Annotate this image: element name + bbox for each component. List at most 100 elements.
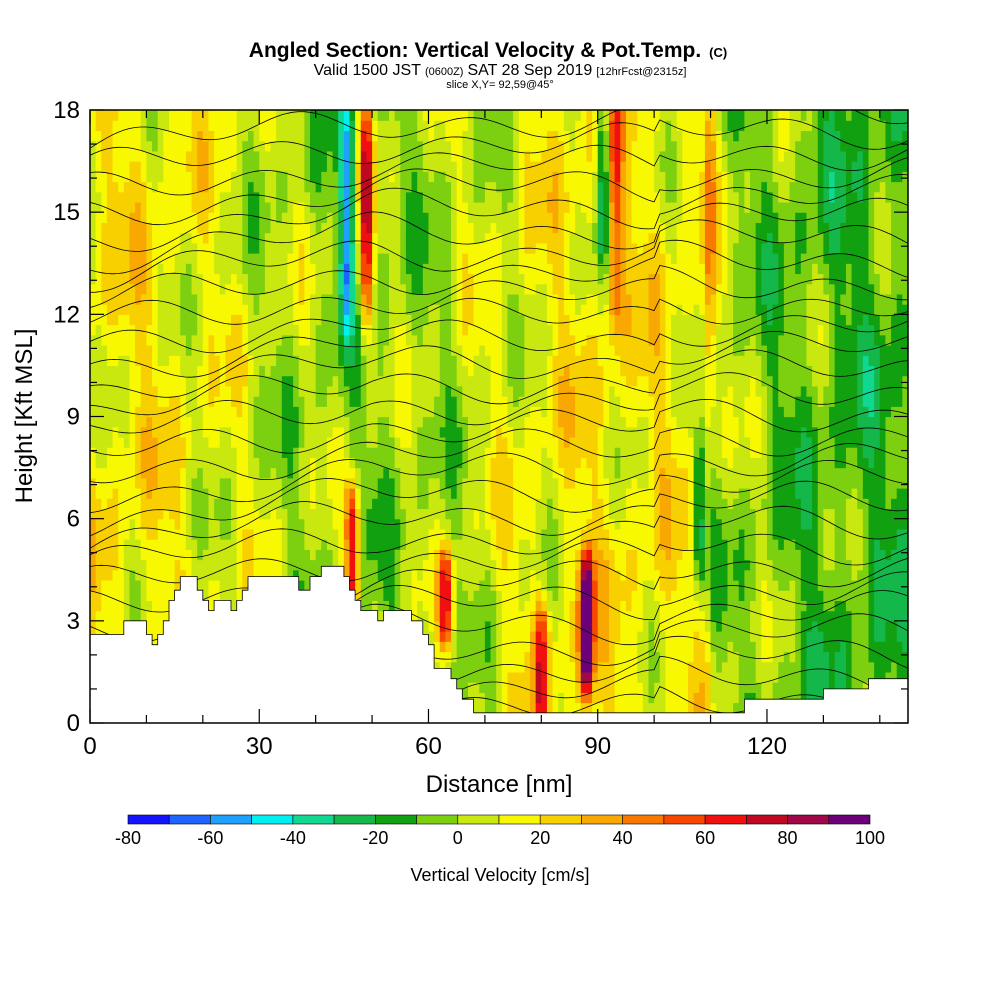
velocity-cell <box>552 569 559 581</box>
velocity-cell <box>388 181 396 193</box>
velocity-cell <box>281 385 289 397</box>
velocity-cell <box>411 232 418 244</box>
velocity-cell <box>157 253 164 264</box>
velocity-cell <box>445 365 452 377</box>
velocity-cell <box>135 273 142 285</box>
velocity-cell <box>530 171 537 183</box>
velocity-cell <box>106 426 114 438</box>
velocity-cell <box>236 375 243 387</box>
velocity-cell <box>293 140 300 152</box>
velocity-cell <box>343 293 351 305</box>
velocity-cell <box>298 120 305 132</box>
velocity-cell <box>530 610 537 622</box>
velocity-cell <box>355 518 362 530</box>
velocity-cell <box>163 304 170 315</box>
velocity-cell <box>484 590 492 601</box>
velocity-cell <box>439 518 447 530</box>
velocity-cell <box>106 477 114 489</box>
velocity-cell <box>135 201 142 213</box>
velocity-cell <box>152 232 159 244</box>
velocity-cell <box>467 365 475 377</box>
velocity-cell <box>112 293 119 305</box>
velocity-cell <box>152 488 159 499</box>
velocity-cell <box>507 702 514 714</box>
velocity-cell <box>208 365 215 377</box>
velocity-cell <box>180 242 187 254</box>
velocity-cell <box>123 110 131 121</box>
velocity-cell <box>106 120 114 132</box>
velocity-cell <box>281 569 289 581</box>
velocity-cell <box>513 191 520 203</box>
velocity-cell <box>355 569 362 581</box>
velocity-cell <box>259 426 266 438</box>
velocity-cell <box>298 263 305 275</box>
velocity-cell <box>496 140 503 152</box>
velocity-cell <box>496 559 503 571</box>
velocity-cell <box>513 253 520 264</box>
velocity-cell <box>219 130 226 142</box>
velocity-cell <box>383 385 390 397</box>
velocity-cell <box>135 222 142 234</box>
velocity-cell <box>146 498 153 510</box>
velocity-cell <box>191 293 198 305</box>
velocity-cell <box>225 242 232 254</box>
velocity-cell <box>490 385 497 397</box>
velocity-cell <box>321 283 328 295</box>
velocity-cell <box>524 671 531 683</box>
velocity-cell <box>518 344 525 356</box>
velocity-cell <box>202 508 210 520</box>
velocity-cell <box>507 375 514 387</box>
subtitle-forecast: [12hrFcst@2315z] <box>596 66 686 78</box>
velocity-cell <box>496 682 503 693</box>
velocity-cell <box>208 579 215 591</box>
velocity-cell <box>332 253 339 264</box>
velocity-cell <box>546 222 554 234</box>
velocity-cell <box>360 549 368 561</box>
velocity-cell <box>518 314 525 326</box>
velocity-cell <box>524 682 531 693</box>
velocity-cell <box>287 467 294 479</box>
velocity-cell <box>490 579 497 591</box>
velocity-cell <box>112 436 119 448</box>
velocity-cell <box>276 171 283 183</box>
velocity-cell <box>456 406 463 418</box>
velocity-cell <box>479 671 486 683</box>
velocity-cell <box>405 253 413 264</box>
velocity-cell <box>388 447 396 458</box>
velocity-cell <box>287 150 294 162</box>
velocity-cell <box>118 406 125 418</box>
velocity-cell <box>428 426 435 438</box>
velocity-cell <box>247 130 255 142</box>
velocity-cell <box>490 610 497 622</box>
velocity-cell <box>326 375 334 387</box>
velocity-cell <box>349 263 356 275</box>
velocity-cell <box>473 385 480 397</box>
velocity-cell <box>552 406 559 418</box>
velocity-cell <box>434 283 441 295</box>
velocity-cell <box>405 334 413 346</box>
velocity-cell <box>332 283 339 295</box>
velocity-cell <box>118 150 125 162</box>
velocity-cell <box>90 559 97 571</box>
velocity-cell <box>202 375 210 387</box>
velocity-cell <box>118 355 125 367</box>
velocity-cell <box>287 120 294 132</box>
velocity-cell <box>197 549 204 561</box>
velocity-cell <box>417 375 424 387</box>
velocity-cell <box>377 334 384 346</box>
velocity-cell <box>185 416 193 428</box>
velocity-cell <box>163 242 170 254</box>
velocity-cell <box>90 120 97 132</box>
velocity-cell <box>552 671 559 683</box>
velocity-cell <box>552 436 559 448</box>
velocity-cell <box>106 620 114 632</box>
velocity-cell <box>146 242 153 254</box>
velocity-cell <box>388 365 396 377</box>
velocity-cell <box>315 283 322 295</box>
velocity-cell <box>388 171 396 183</box>
velocity-cell <box>247 191 255 203</box>
velocity-cell <box>168 426 176 438</box>
velocity-cell <box>231 579 238 591</box>
velocity-cell <box>513 661 520 673</box>
velocity-cell <box>276 528 283 540</box>
